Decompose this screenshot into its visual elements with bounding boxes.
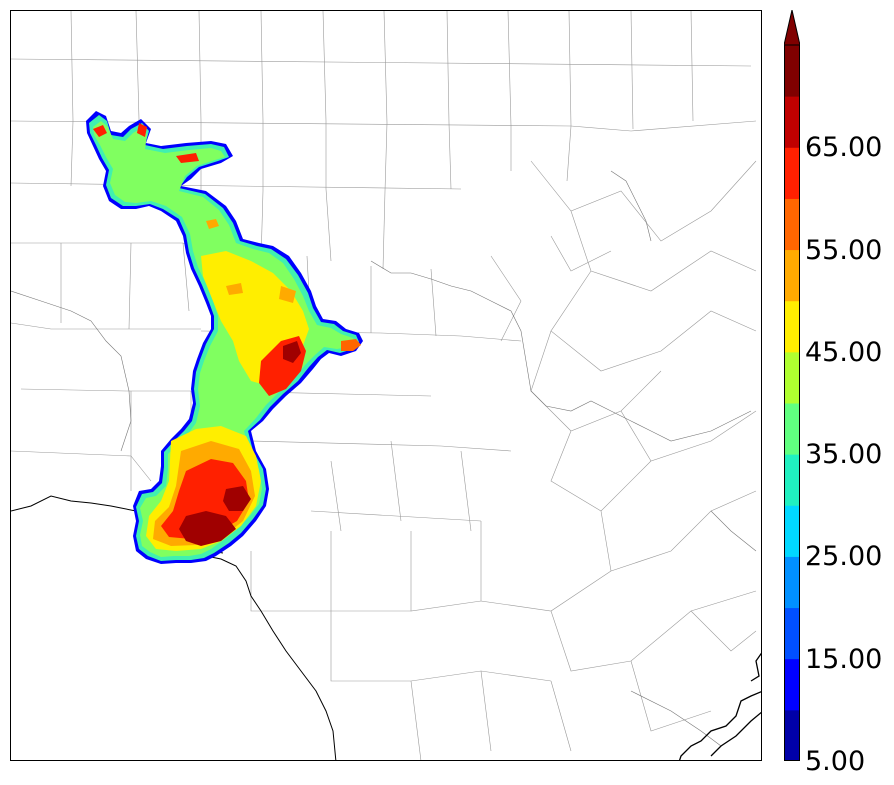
colorbar-band [784, 607, 800, 660]
map-panel [10, 10, 762, 761]
colorbar-band [784, 351, 800, 404]
field-max-2 [223, 486, 251, 511]
county-map [11, 11, 761, 760]
colorbar [784, 10, 800, 761]
colorbar-band [784, 45, 800, 97]
colorbar-tick-label: 35.00 [805, 439, 883, 471]
colorbar-band [784, 658, 800, 711]
field-red-3 [341, 339, 361, 351]
colorbar-tick-label: 5.00 [805, 746, 866, 777]
field-max-3 [283, 341, 301, 363]
county-boundaries [11, 11, 757, 760]
colorbar-band [784, 505, 800, 557]
field-red-5 [206, 219, 296, 303]
field-red-4 [93, 123, 199, 163]
river-lines [11, 170, 757, 747]
colorbar-band [784, 300, 800, 353]
colorbar-band [784, 403, 800, 455]
colorbar-band [784, 249, 800, 302]
colorbar-tick-label: 25.00 [805, 541, 883, 573]
colorbar-tick-label: 45.00 [805, 336, 883, 368]
colorbar-band [784, 147, 800, 199]
colorbar-band [784, 454, 800, 506]
colorbar-band [784, 198, 800, 251]
colorbar-band [784, 556, 800, 609]
precip-field [86, 111, 363, 564]
colorbar-band [784, 96, 800, 148]
colorbar-extend-arrow [784, 10, 800, 46]
field-max-1 [179, 511, 236, 546]
coastline [678, 652, 761, 760]
colorbar-outline [784, 44, 800, 761]
colorbar-band [784, 709, 800, 761]
colorbar-tick-label: 55.00 [805, 234, 883, 266]
field-green [93, 121, 355, 557]
colorbar-tick-label: 15.00 [805, 643, 883, 675]
colorbar-tick-label: 65.00 [805, 132, 883, 164]
